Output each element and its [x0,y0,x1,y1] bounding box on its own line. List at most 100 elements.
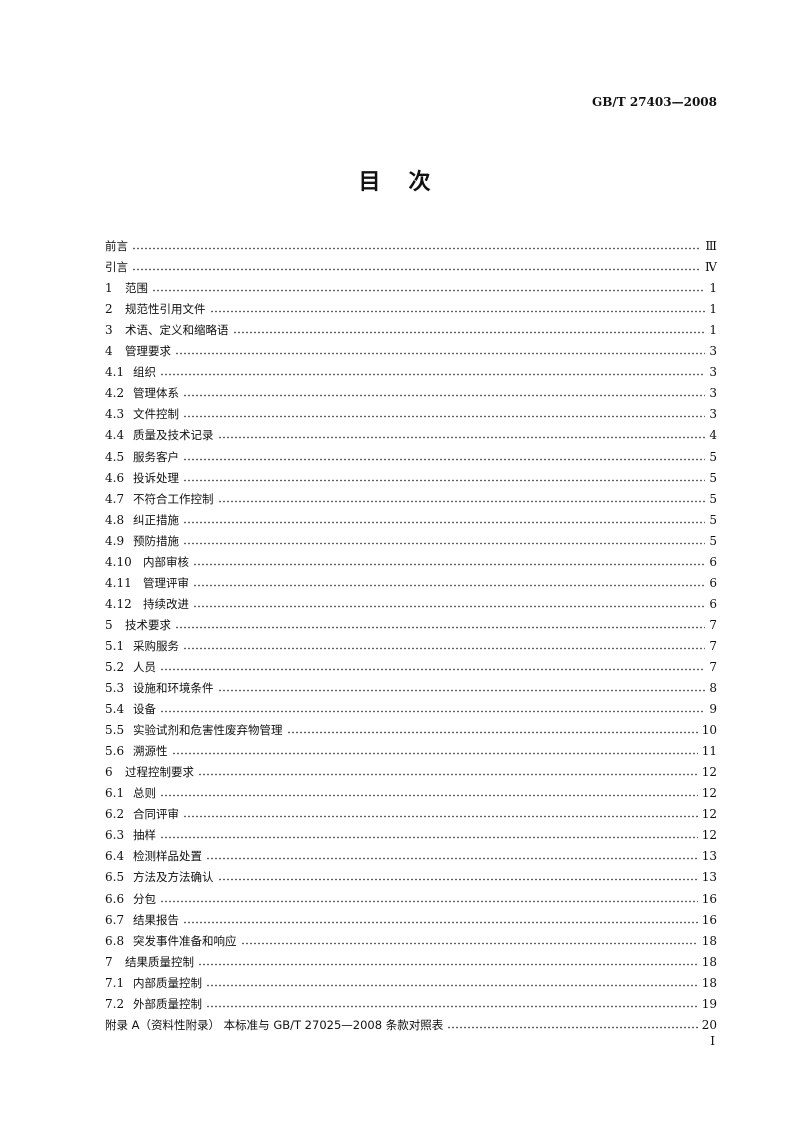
dot-leader [183,415,705,419]
toc-entry-label: 组织 [133,365,156,380]
dot-leader [160,794,698,798]
toc-entry[interactable]: 4.5 服务客户 5 [105,443,717,464]
toc-entry-page: 3 [709,344,717,359]
toc-entry-number: 1 [105,281,113,296]
toc-entry-label: 服务客户 [133,449,179,464]
toc-entry-page: 10 [701,723,717,738]
toc-entry-label: 结果质量控制 [125,954,194,969]
toc-entry-label: 持续改进 [143,596,189,611]
toc-entry[interactable]: 5.3 设施和环境条件 8 [105,675,717,696]
toc-entry[interactable]: 6.2 合同评审 12 [105,801,717,822]
toc-entry-number: 4.3 [105,407,125,422]
toc-entry-label: 规范性引用文件 [125,302,206,317]
toc-entry-number: 4.5 [105,449,125,464]
toc-entry-page: 3 [709,386,717,401]
toc-entry-number: 4.1 [105,365,125,380]
toc-entry[interactable]: 5.2 人员 7 [105,654,717,675]
toc-entry[interactable]: 5.4 设备 9 [105,696,717,717]
table-of-contents: 前言 Ⅲ 引言 Ⅳ 1 范围 1 2 规范性引用文件 1 3 术语、定义和缩略语 1 4 管理要求 3 4.1 组… [105,233,717,1033]
dot-leader [183,478,705,482]
dot-leader [183,646,705,650]
dot-leader [183,394,705,398]
footer-page-number: I [710,1034,715,1048]
toc-entry[interactable]: 5 技术要求 7 [105,612,717,633]
toc-entry[interactable]: 6.3 抽样 12 [105,822,717,843]
toc-entry-label: 范围 [125,281,148,296]
toc-entry-number: 4 [105,344,113,359]
toc-entry-label: 设施和环境条件 [133,681,214,696]
toc-entry-number: 6.7 [105,912,125,927]
toc-entry-label: 溯源性 [133,744,168,759]
toc-entry[interactable]: 前言 Ⅲ [105,233,717,254]
toc-entry[interactable]: 4.4 质量及技术记录 4 [105,422,717,443]
toc-entry-page: Ⅲ [705,239,717,254]
toc-entry-label: 设备 [133,702,156,717]
toc-entry[interactable]: 6.7 结果报告 16 [105,907,717,928]
toc-entry-page: 7 [709,659,717,674]
toc-entry[interactable]: 6.4 检测样品处置 13 [105,843,717,864]
toc-entry[interactable]: 4 管理要求 3 [105,338,717,359]
toc-entry-label: 采购服务 [133,638,179,653]
toc-entry-label: 术语、定义和缩略语 [125,323,229,338]
toc-entry[interactable]: 7.1 内部质量控制 18 [105,970,717,991]
toc-entry[interactable]: 引言 Ⅳ [105,254,717,275]
toc-entry-label: 附录 A（资料性附录） 本标准与 GB/T 27025—2008 条款对照表 [105,1017,444,1032]
standard-code: GB/T 27403—2008 [591,95,717,109]
toc-entry[interactable]: 5.6 溯源性 11 [105,738,717,759]
toc-entry-page: 6 [709,575,717,590]
toc-entry-page: 7 [709,638,717,653]
toc-entry-number: 5.5 [105,723,125,738]
toc-entry[interactable]: 4.12 持续改进 6 [105,591,717,612]
toc-entry-page: 5 [709,470,717,485]
toc-entry[interactable]: 4.6 投诉处理 5 [105,465,717,486]
toc-entry-page: 5 [709,512,717,527]
toc-entry[interactable]: 4.3 文件控制 3 [105,401,717,422]
dot-leader [183,815,698,819]
toc-entry[interactable]: 4.2 管理体系 3 [105,380,717,401]
dot-leader [217,499,705,503]
dot-leader [209,310,705,314]
toc-entry-label: 技术要求 [125,617,171,632]
toc-entry[interactable]: 7.2 外部质量控制 19 [105,991,717,1012]
toc-entry[interactable]: 7 结果质量控制 18 [105,949,717,970]
toc-entry-page: 4 [709,428,717,443]
toc-entry[interactable]: 6.5 方法及方法确认 13 [105,864,717,885]
toc-entry-number: 4.2 [105,386,125,401]
toc-entry-page: 7 [709,617,717,632]
toc-entry[interactable]: 6 过程控制要求 12 [105,759,717,780]
toc-entry-label: 合同评审 [133,807,179,822]
dot-leader [286,731,698,735]
toc-entry-page: 16 [701,891,717,906]
toc-entry-number: 4.10 [105,554,132,569]
toc-entry[interactable]: 6.8 突发事件准备和响应 18 [105,928,717,949]
toc-entry[interactable]: 6.1 总则 12 [105,780,717,801]
toc-entry[interactable]: 4.1 组织 3 [105,359,717,380]
toc-entry-number: 6 [105,765,113,780]
page-title: 目次 [358,170,459,195]
toc-entry-number: 4.8 [105,512,125,527]
toc-entry[interactable]: 5.1 采购服务 7 [105,633,717,654]
toc-entry-page: Ⅳ [705,260,717,275]
toc-entry[interactable]: 4.10 内部审核 6 [105,549,717,570]
dot-leader [217,689,705,693]
toc-entry[interactable]: 5.5 实验试剂和危害性废弃物管理 10 [105,717,717,738]
toc-entry-number: 7.1 [105,975,125,990]
toc-entry[interactable]: 4.7 不符合工作控制 5 [105,486,717,507]
toc-entry[interactable]: 2 规范性引用文件 1 [105,296,717,317]
toc-entry[interactable]: 4.8 纠正措施 5 [105,507,717,528]
toc-entry[interactable]: 1 范围 1 [105,275,717,296]
toc-entry[interactable]: 4.11 管理评审 6 [105,570,717,591]
toc-entry[interactable]: 4.9 预防措施 5 [105,528,717,549]
toc-entry-page: 3 [709,365,717,380]
dot-leader [217,436,705,440]
dot-leader [217,878,698,882]
toc-entry-page: 5 [709,449,717,464]
toc-entry-page: 12 [701,828,717,843]
toc-entry-number: 6.5 [105,870,125,885]
toc-entry-number: 7 [105,954,113,969]
toc-entry[interactable]: 附录 A（资料性附录） 本标准与 GB/T 27025—2008 条款对照表 20 [105,1012,717,1033]
toc-entry[interactable]: 3 术语、定义和缩略语 1 [105,317,717,338]
dot-leader [232,331,705,335]
toc-entry-label: 分包 [133,891,156,906]
toc-entry[interactable]: 6.6 分包 16 [105,885,717,906]
